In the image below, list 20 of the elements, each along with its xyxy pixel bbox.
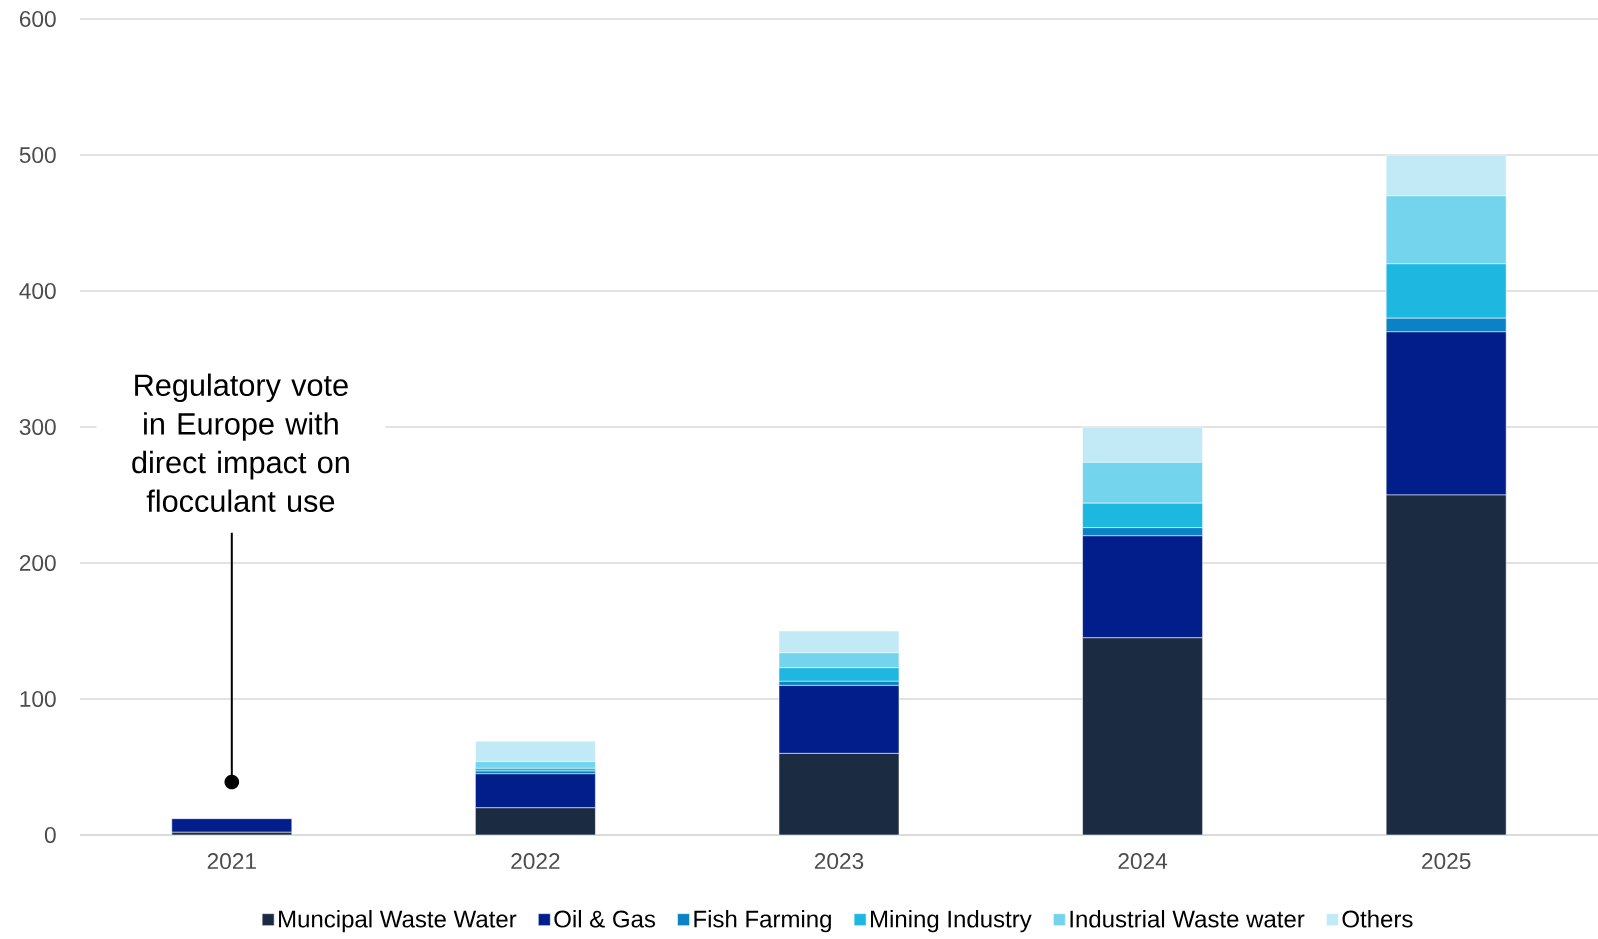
y-tick-label: 300 — [19, 418, 56, 436]
legend-label: Muncipal Waste Water — [279, 909, 517, 933]
y-tick-label: 500 — [19, 146, 56, 164]
annotation: Regulatory vote in Europe with direct impact on flocculant use — [132, 373, 349, 513]
y-tick-label: 200 — [19, 554, 56, 572]
y-tick-label: 600 — [19, 10, 56, 28]
y-tick-label: 0 — [44, 826, 56, 844]
x-tick-label: 2022 — [511, 853, 560, 870]
legend-label: Mining Industry — [871, 909, 1032, 933]
x-tick-label: 2025 — [1422, 853, 1471, 870]
legend-label: Industrial Waste water — [1070, 909, 1305, 928]
y-tick-label: 100 — [20, 690, 56, 708]
legend-label: Others — [1342, 909, 1413, 928]
x-tick-label: 2021 — [207, 853, 256, 870]
x-tick-label: 2023 — [814, 853, 864, 870]
bar — [171, 818, 293, 833]
legend-label: Oil & Gas — [554, 909, 656, 928]
y-tick-label: 400 — [19, 282, 56, 300]
legend-label: Fish Farming — [694, 909, 831, 933]
x-tick-label: 2024 — [1118, 853, 1168, 870]
